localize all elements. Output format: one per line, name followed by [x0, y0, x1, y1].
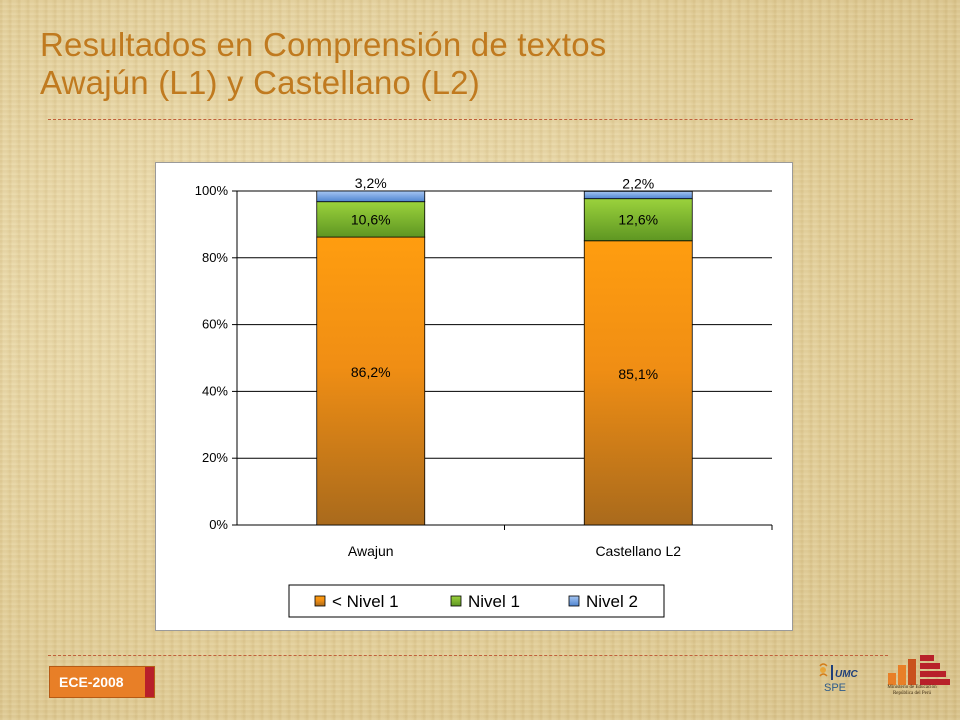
- umc-logo: UMC SPE: [818, 662, 864, 698]
- bars: [316, 190, 693, 526]
- y-tick-label: 60%: [202, 317, 228, 332]
- minedu-line1: Ministerio de Educación: [887, 685, 937, 690]
- axes: 0% 20% 40% 60% 80% 100% Awajun Castellano L2: [195, 183, 773, 559]
- legend-box: [288, 584, 665, 618]
- x-category-label: Castellano L2: [595, 543, 681, 559]
- legend-label: < Nivel 1: [332, 592, 399, 611]
- data-label: 12,6%: [618, 212, 658, 228]
- stacked-bar-chart: 0% 20% 40% 60% 80% 100% Awajun Castellano L2 86…: [195, 175, 773, 618]
- slide-title-line2: Awajún (L1) y Castellano (L2): [40, 64, 480, 101]
- legend-swatch: [314, 595, 326, 607]
- minedu-line2: República del Perú: [892, 691, 932, 696]
- y-tick-label: 0%: [209, 517, 228, 532]
- y-tick-label: 100%: [195, 183, 229, 198]
- data-label: 86,2%: [351, 364, 391, 380]
- bar-segment: [583, 190, 693, 200]
- umc-emblem-icon: UMC: [819, 663, 859, 680]
- badge-stripe: [145, 667, 154, 697]
- minedu-logo: Ministerio de Educación República del Pe…: [868, 655, 954, 703]
- svg-text:UMC: UMC: [835, 669, 859, 680]
- legend: < Nivel 1 Nivel 1 Nivel 2: [288, 584, 665, 618]
- slide-title: Resultados en Comprensión de textos Awaj…: [40, 26, 607, 102]
- legend-label: Nivel 1: [468, 592, 520, 611]
- y-tick-label: 20%: [202, 450, 228, 465]
- legend-swatch: [568, 595, 580, 607]
- data-labels: 86,2% 10,6% 3,2% 85,1% 12,6% 2,2%: [351, 175, 658, 382]
- bar-segment: [316, 236, 426, 526]
- slide-title-line1: Resultados en Comprensión de textos: [40, 26, 607, 63]
- bar-segment: [583, 240, 693, 526]
- y-tick-label: 40%: [202, 383, 228, 398]
- chart-panel: 0% 20% 40% 60% 80% 100% Awajun Castellano L2 86…: [155, 162, 793, 631]
- data-label: 10,6%: [351, 211, 391, 227]
- ece-badge-label: ECE-2008: [59, 674, 124, 690]
- minedu-books-icon: [888, 655, 950, 685]
- x-category-label: Awajun: [348, 543, 394, 559]
- legend-swatch: [450, 595, 462, 607]
- bar-segment: [316, 190, 426, 203]
- data-label: 3,2%: [355, 175, 387, 191]
- ece-badge: ECE-2008: [49, 666, 155, 698]
- bar-segment: [316, 201, 426, 238]
- data-label: 85,1%: [618, 366, 658, 382]
- bottom-divider: [48, 655, 888, 656]
- minedu-text: Ministerio de Educación República del Pe…: [870, 685, 954, 697]
- data-label: 2,2%: [622, 175, 654, 191]
- top-divider: [48, 119, 913, 120]
- legend-label: Nivel 2: [586, 592, 638, 611]
- spe-label: SPE: [824, 682, 847, 694]
- y-tick-label: 80%: [202, 250, 228, 265]
- bar-segment: [583, 198, 693, 242]
